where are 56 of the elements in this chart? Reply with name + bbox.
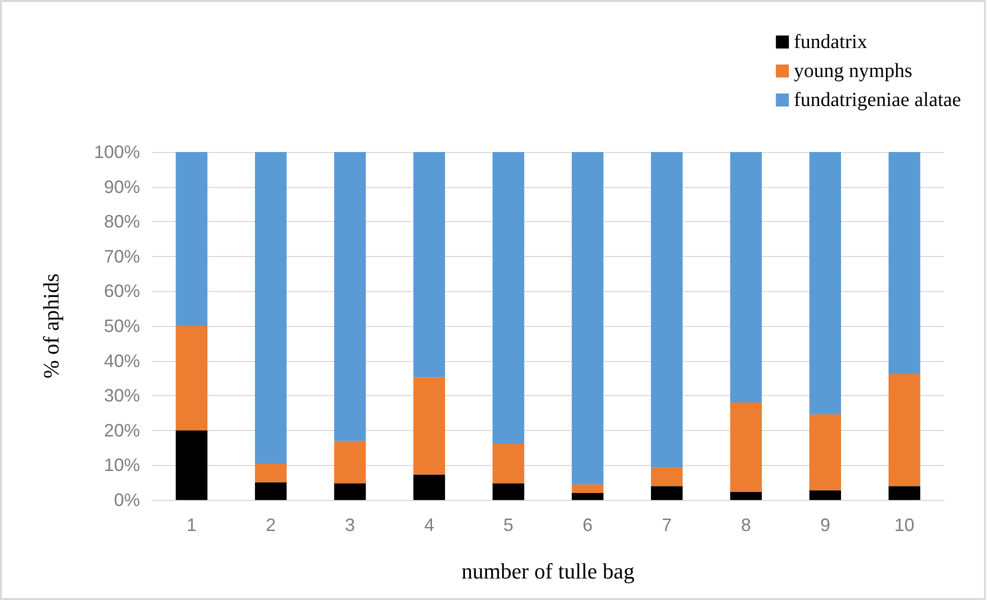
bar — [888, 152, 920, 374]
bar — [730, 152, 762, 403]
y-tick-label: 0% — [114, 490, 140, 510]
x-tick-label: 8 — [740, 515, 752, 535]
bar — [730, 402, 762, 492]
x-tick-label: 2 — [266, 515, 276, 535]
x-tick-label: 6 — [582, 515, 593, 535]
bar — [413, 152, 446, 378]
bar — [809, 490, 842, 500]
bar — [572, 493, 604, 500]
legend-label: fundatrix — [794, 31, 868, 53]
bar — [334, 440, 366, 484]
x-axis-title: number of tulle bag — [462, 558, 634, 584]
bar — [809, 152, 842, 414]
bar — [809, 414, 842, 490]
bar — [492, 444, 524, 484]
bar — [254, 482, 287, 500]
bar — [650, 486, 683, 500]
legend-label: fundatrigeniae alatae — [794, 89, 962, 111]
y-axis-title: % of aphids — [38, 273, 64, 379]
bar — [254, 152, 287, 464]
bar — [413, 377, 446, 475]
x-tick-label: 10 — [894, 515, 914, 535]
x-tick-label: 3 — [344, 515, 356, 535]
y-tick-label: 100% — [94, 142, 140, 162]
x-tick-label: 4 — [424, 515, 434, 535]
x-tick-label: 9 — [820, 515, 830, 535]
bar — [730, 492, 762, 500]
bar — [413, 474, 446, 500]
y-tick-label: 50% — [104, 316, 140, 336]
bar — [254, 463, 287, 482]
bar — [334, 483, 366, 500]
y-tick-label: 80% — [104, 212, 140, 232]
y-tick-label: 40% — [104, 350, 140, 371]
x-tick-label: 7 — [662, 515, 672, 535]
bar — [492, 483, 524, 500]
y-tick-label: 30% — [104, 386, 140, 406]
bar — [334, 152, 366, 441]
y-tick-label: 70% — [104, 246, 140, 266]
y-tick-label: 60% — [104, 281, 140, 302]
bar — [888, 374, 920, 486]
y-tick-label: 20% — [104, 420, 140, 440]
bar — [650, 468, 683, 486]
bar — [572, 152, 604, 484]
bar — [176, 152, 208, 326]
bar — [492, 152, 524, 444]
y-tick-label: 10% — [104, 455, 140, 476]
y-tick-label: 90% — [104, 176, 140, 197]
legend-label: young nymphs — [794, 60, 912, 82]
bar — [572, 484, 604, 494]
bar — [176, 326, 208, 430]
bar — [888, 486, 920, 500]
x-tick-label: 5 — [503, 515, 514, 535]
bar — [650, 152, 683, 468]
bar — [176, 430, 208, 500]
x-tick-label: 1 — [186, 515, 197, 535]
